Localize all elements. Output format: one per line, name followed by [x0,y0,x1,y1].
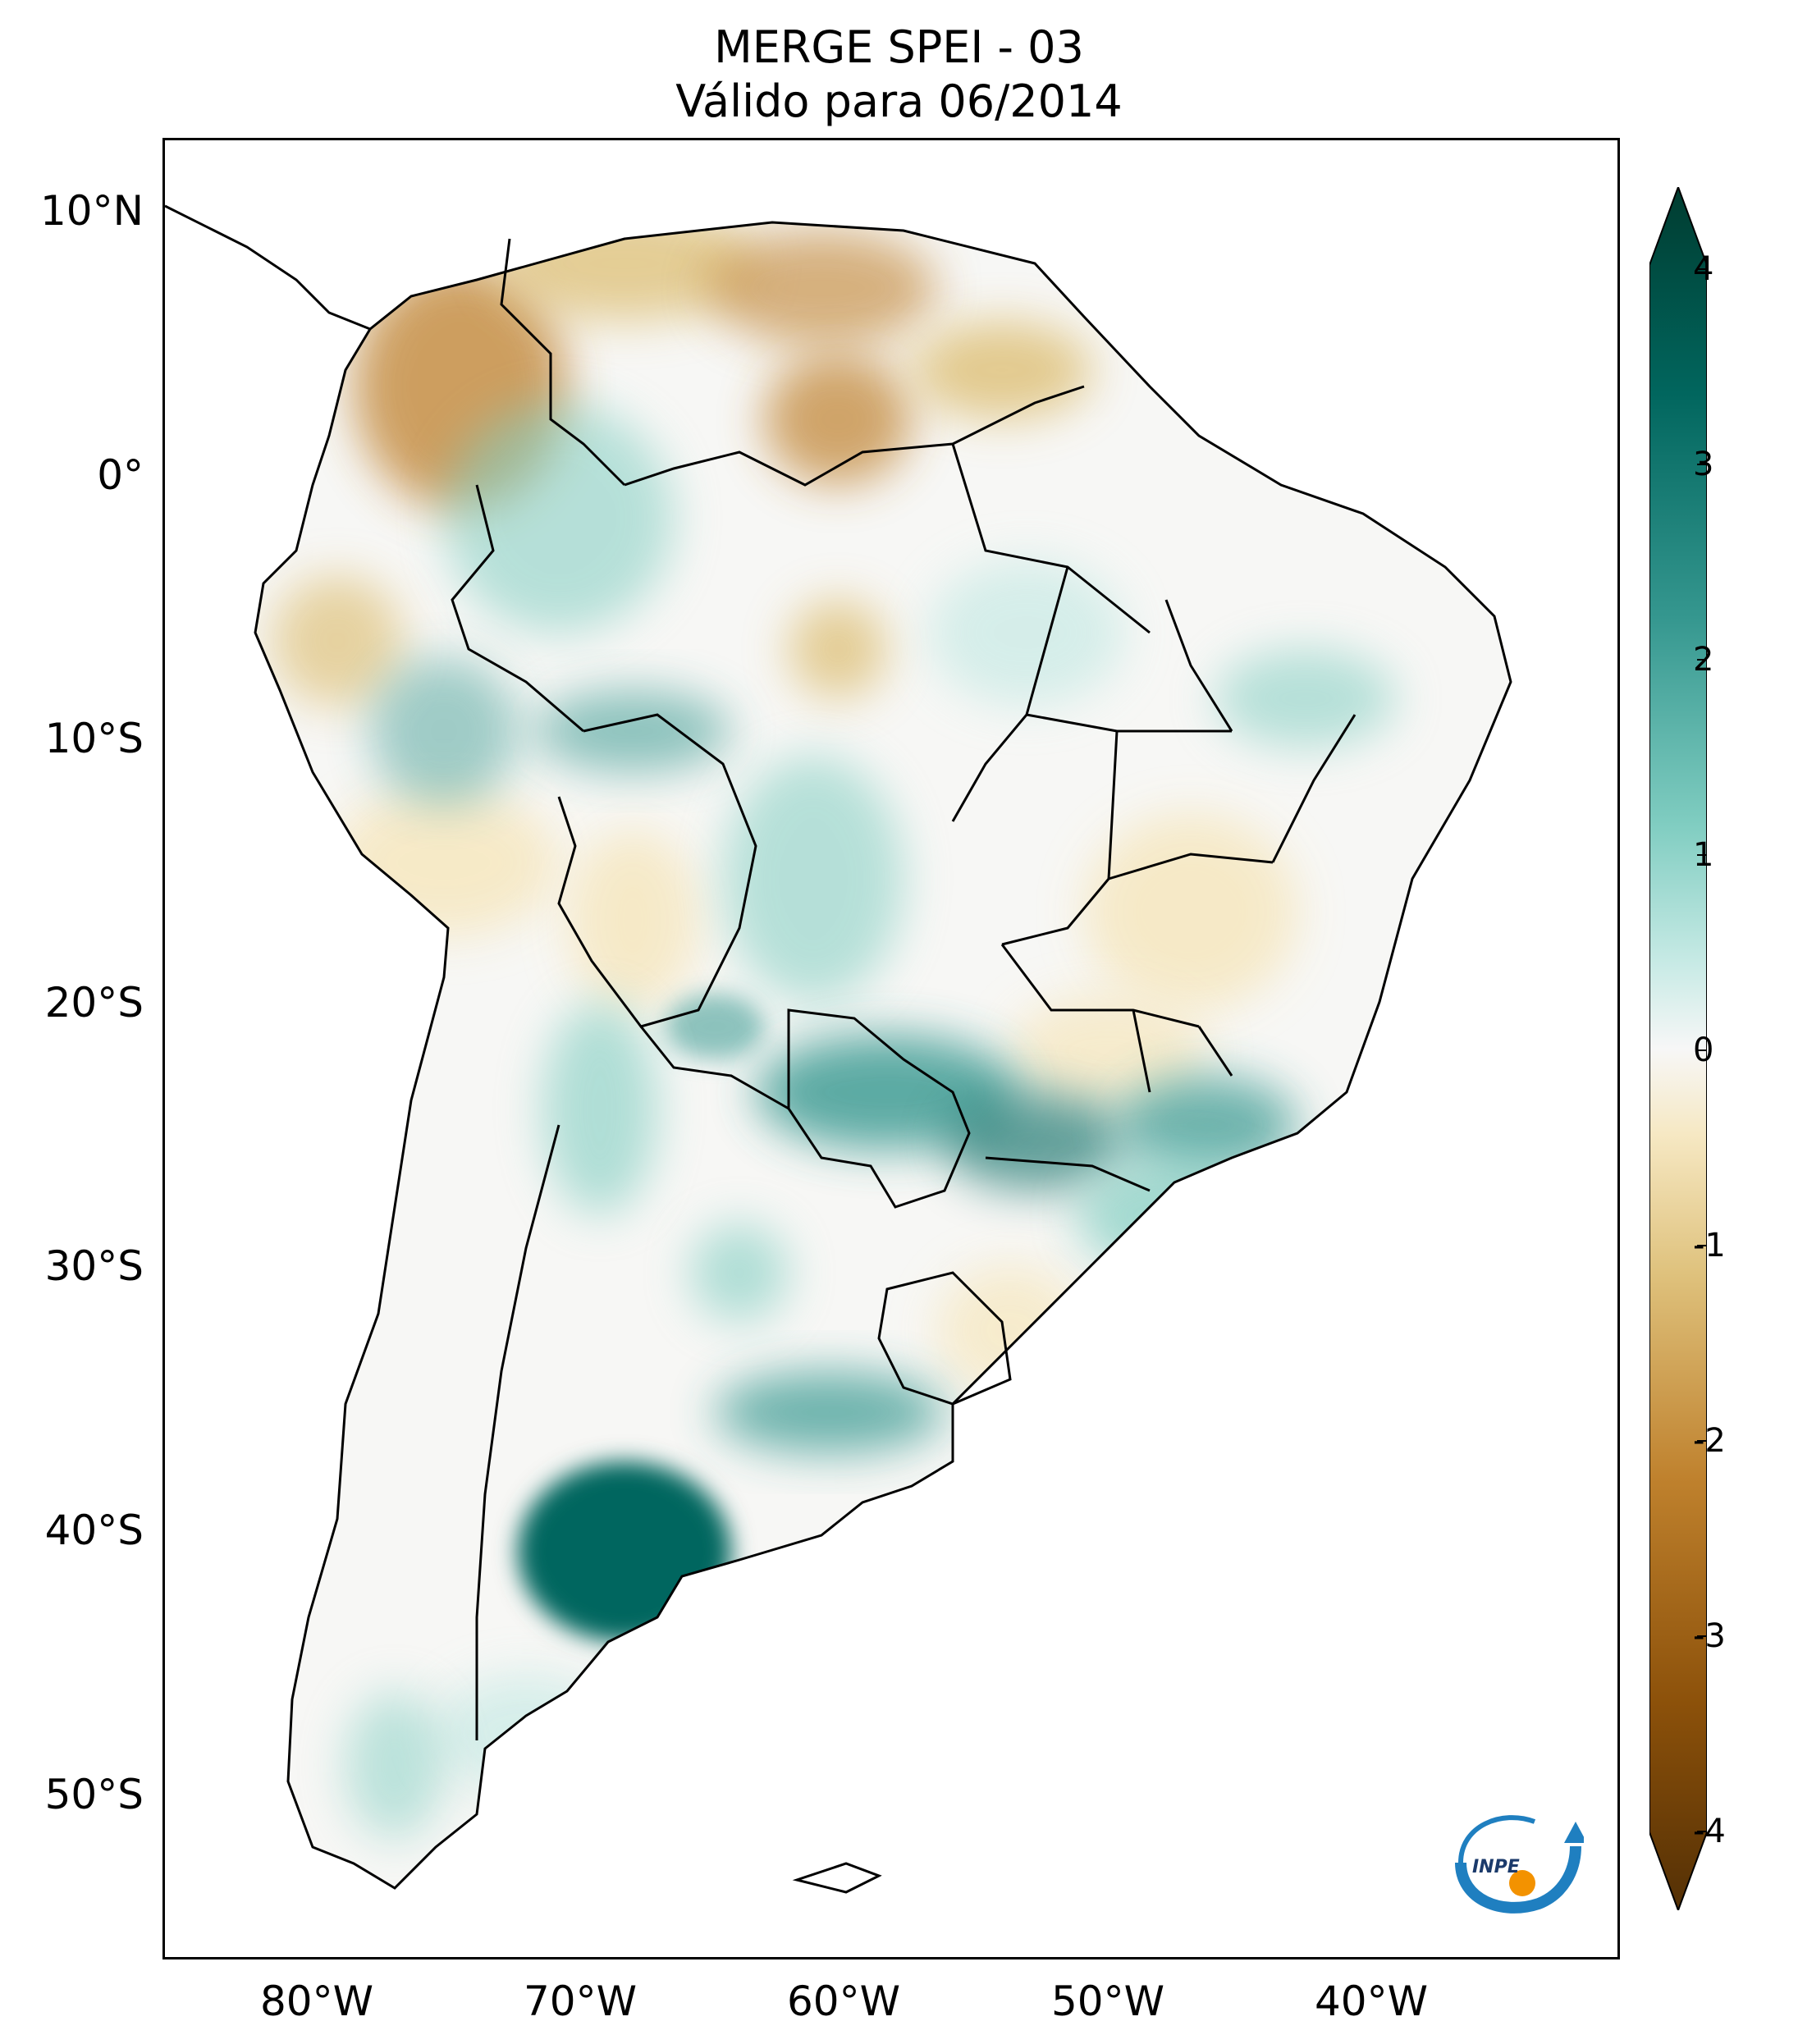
south-america-map [165,204,1512,1894]
inpe-logo: INPE [1455,1815,1584,1914]
lon-label-60w: 60°W [786,1978,901,2025]
lon-label-40w: 40°W [1314,1978,1429,2025]
colorbar-tick-m3: -3 [1693,1617,1726,1655]
border-brazil-states [951,443,1357,1192]
borders [165,204,1512,1894]
lat-label-10n: 10°N [39,187,144,235]
map-title: MERGE SPEI - 03 [714,21,1084,73]
colorbar-tick-4: 4 [1693,250,1714,288]
lat-label-30s: 30°S [44,1242,144,1290]
colorbar-tick-m4: -4 [1693,1813,1726,1850]
central-america [165,204,371,331]
colorbar-tick-1: 1 [1693,836,1714,874]
colorbar-tick-2: 2 [1693,641,1714,679]
colorbar [1649,187,1707,1910]
lat-label-40s: 40°S [44,1507,144,1554]
border-uruguay [877,1271,1012,1406]
map-panel [162,138,1620,1959]
border-peru-brazil [451,484,584,733]
colorbar-body [1649,187,1707,1910]
inpe-logo-text: INPE [1472,1857,1520,1877]
border-argentina-north [639,1026,789,1110]
colorbar-tick-m1: -1 [1693,1227,1726,1264]
border-paraguay [787,1008,971,1209]
border-bolivia [557,713,757,1028]
border-chile-argentina [475,1124,560,1740]
colorbar-tick-0: 0 [1693,1031,1714,1069]
map-subtitle: Válido para 06/2014 [675,75,1123,127]
coastline [254,221,1512,1890]
lon-label-50w: 50°W [1050,1978,1165,2025]
colorbar-tick-m2: -2 [1693,1422,1726,1460]
falklands [792,1862,882,1894]
lon-label-70w: 70°W [523,1978,638,2025]
lat-label-10s: 10°S [44,715,144,762]
lon-label-80w: 80°W [259,1978,374,2025]
border-colombia-venezuela [500,238,626,487]
border-brazil-north [624,385,1085,487]
lat-label-0: 0° [97,451,144,499]
lat-label-20s: 20°S [44,979,144,1027]
lat-label-50s: 50°S [44,1771,144,1818]
colorbar-tick-3: 3 [1693,446,1714,483]
